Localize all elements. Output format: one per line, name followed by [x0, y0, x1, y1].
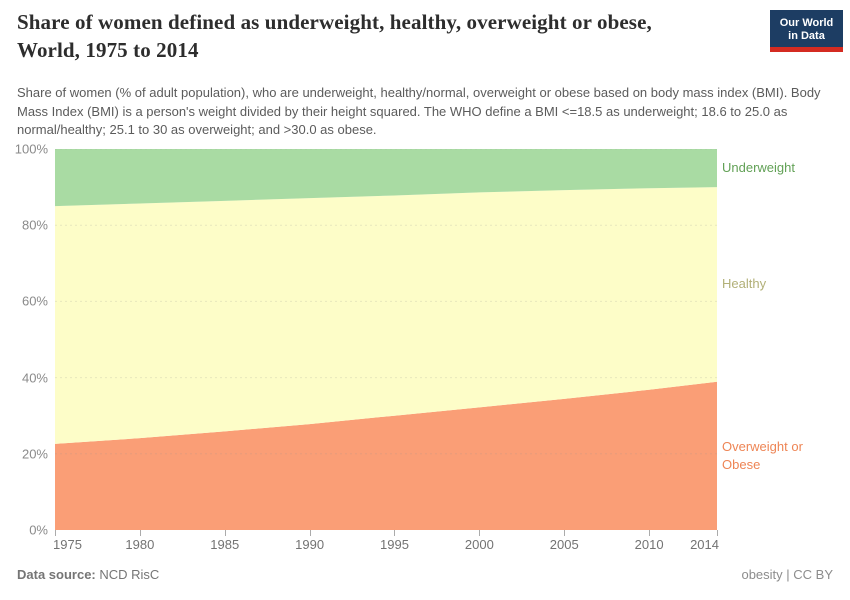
license-link[interactable]: obesity | CC BY — [741, 567, 833, 582]
x-tick-1990 — [310, 530, 311, 536]
x-tick-2000 — [479, 530, 480, 536]
x-tick-1985 — [225, 530, 226, 536]
x-tick-2005 — [564, 530, 565, 536]
x-axis-label-1980: 1980 — [125, 537, 155, 552]
x-tick-1995 — [394, 530, 395, 536]
y-axis-label-20: 20% — [21, 446, 48, 462]
x-axis-label-1995: 1995 — [380, 537, 409, 552]
series-label-healthy[interactable]: Healthy — [722, 276, 767, 292]
x-axis-label-2005: 2005 — [549, 537, 579, 552]
chart-subtitle: Share of women (% of adult population), … — [17, 85, 821, 138]
x-axis-label-1990: 1990 — [295, 537, 325, 552]
x-tick-1980 — [140, 530, 141, 536]
owid-logo-red-bar — [770, 47, 843, 52]
owid-logo-line1: Our World — [779, 17, 834, 29]
area-underweight[interactable] — [55, 149, 717, 207]
x-axis-label-2000: 2000 — [464, 537, 494, 552]
x-axis-label-1975: 1975 — [53, 537, 82, 552]
y-axis-label-80: 80% — [21, 217, 48, 233]
owid-logo[interactable]: Our World in Data — [770, 10, 843, 52]
data-source-label: Data source: — [17, 567, 96, 582]
area-healthy[interactable] — [55, 187, 717, 444]
plot-area[interactable] — [55, 149, 717, 530]
y-axis-label-60: 60% — [21, 293, 48, 309]
series-label-overweight-or-obese[interactable]: Overweight or Obese — [722, 438, 803, 472]
x-tick-2014 — [717, 530, 718, 536]
x-axis-label-2014: 2014 — [690, 537, 719, 552]
x-tick-1975 — [55, 530, 56, 536]
y-axis-label-0: 0% — [29, 522, 48, 538]
x-axis-label-2010: 2010 — [634, 537, 664, 552]
series-label-underweight[interactable]: Underweight — [722, 160, 795, 176]
data-source: Data source: NCD RisC — [17, 567, 159, 582]
data-source-value: NCD RisC — [99, 567, 160, 582]
owid-logo-line2: in Data — [788, 30, 825, 42]
area-overweight-or-obese[interactable] — [55, 381, 717, 530]
x-axis-label-1985: 1985 — [210, 537, 240, 552]
chart-title: Share of women defined as underweight, h… — [17, 10, 652, 62]
y-axis-label-40: 40% — [21, 370, 48, 386]
y-axis-label-100: 100% — [14, 141, 48, 157]
x-tick-2010 — [649, 530, 650, 536]
